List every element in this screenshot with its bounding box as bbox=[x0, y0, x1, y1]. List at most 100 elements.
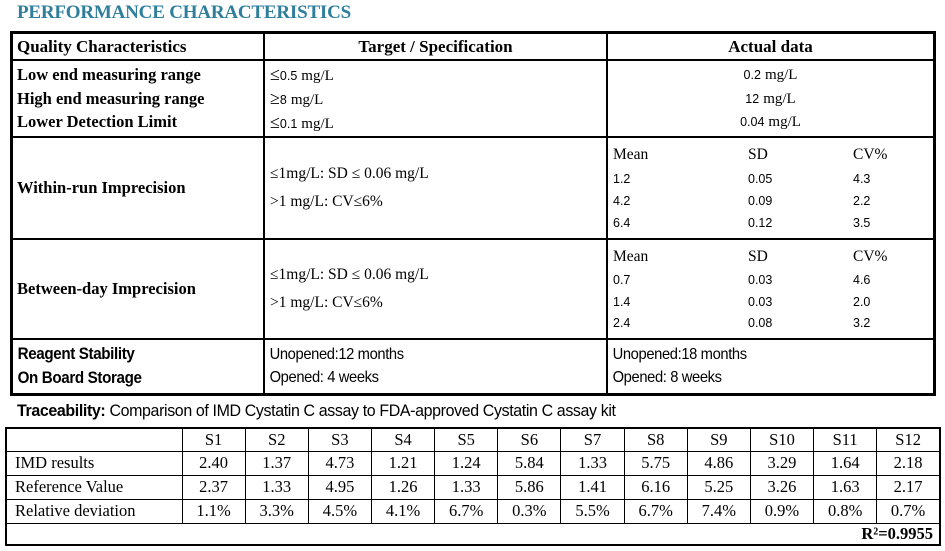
cell-value: 5.86 bbox=[497, 474, 562, 500]
cell-value: 0.8% bbox=[813, 498, 878, 524]
between-day-imprecision-section: Between-day Imprecision ≤1mg/L: SD ≤ 0.0… bbox=[13, 240, 933, 340]
stats-row: 1.4 0.03 2.0 bbox=[613, 294, 871, 309]
target-spec-line: >1 mg/L: CV≤6% bbox=[270, 193, 383, 210]
comparison-header-row: S1 S2 S3 S4 S5 S6 S7 S8 S9 S10 S11 S12 bbox=[5, 427, 941, 452]
cell-value: 1.21 bbox=[370, 450, 436, 476]
cell-value: 2.18 bbox=[876, 450, 941, 476]
within-run-stats-table: Mean SD CV% 1.2 0.05 4.3 4.2 0.09 2.2 6.… bbox=[608, 138, 933, 238]
cell-value: 1.33 bbox=[244, 474, 309, 500]
stats-row: 2.4 0.08 3.2 bbox=[613, 316, 871, 331]
between-day-target-cell: ≤1mg/L: SD ≤ 0.06 mg/L >1 mg/L: CV≤6% bbox=[265, 240, 608, 338]
cell-value: 1.24 bbox=[434, 450, 499, 476]
cell-value: 6.7% bbox=[623, 498, 688, 524]
cell-value: 6.16 bbox=[623, 474, 688, 500]
row-label: Reference Value bbox=[5, 474, 183, 500]
relative-deviation-row: Relative deviation 1.1% 3.3% 4.5% 4.1% 6… bbox=[5, 498, 941, 524]
measuring-range-labels: Low end measuring range High end measuri… bbox=[13, 61, 265, 136]
cell-value: 4.95 bbox=[307, 474, 372, 500]
row-label: Relative deviation bbox=[5, 498, 183, 524]
inequality-symbol: ≥ bbox=[270, 88, 280, 108]
cell-value: 4.1% bbox=[370, 498, 436, 524]
cell-value: 3.3% bbox=[244, 498, 309, 524]
performance-table-header-row: Quality Characteristics Target / Specifi… bbox=[13, 34, 933, 61]
target-value: ≤0.1 mg/L bbox=[270, 112, 334, 132]
row-label: Reagent Stability bbox=[17, 345, 135, 363]
measuring-range-actuals: 0.2 mg/L 12 mg/L 0.04 mg/L bbox=[608, 61, 933, 136]
sample-header: S2 bbox=[244, 427, 309, 452]
within-run-target-cell: ≤1mg/L: SD ≤ 0.06 mg/L >1 mg/L: CV≤6% bbox=[265, 138, 608, 238]
stats-header-row: Mean SD CV% bbox=[613, 146, 888, 163]
cell-value: 1.63 bbox=[813, 474, 878, 500]
actual-value: 0.2 mg/L bbox=[743, 67, 798, 84]
comparison-table: S1 S2 S3 S4 S5 S6 S7 S8 S9 S10 S11 S12 I… bbox=[5, 427, 941, 546]
page-title: PERFORMANCE CHARACTERISTICS bbox=[17, 2, 351, 23]
sample-header: S4 bbox=[370, 427, 436, 452]
cell-value: 0.9% bbox=[749, 498, 815, 524]
target-value: Opened: 4 weeks bbox=[269, 369, 379, 387]
target-value: ≥8 mg/L bbox=[270, 88, 324, 108]
cell-value: 6.7% bbox=[434, 498, 499, 524]
cell-value: 0.3% bbox=[497, 498, 562, 524]
cell-value: 4.5% bbox=[307, 498, 372, 524]
cell-value: 1.1% bbox=[181, 498, 246, 524]
performance-table: Quality Characteristics Target / Specifi… bbox=[10, 31, 936, 396]
actual-value: 12 mg/L bbox=[745, 90, 796, 107]
row-label: IMD results bbox=[5, 450, 183, 476]
imd-results-row: IMD results 2.40 1.37 4.73 1.21 1.24 5.8… bbox=[5, 450, 941, 476]
row-label: On Board Storage bbox=[17, 369, 142, 387]
traceability-label: Traceability: bbox=[17, 401, 106, 420]
sample-header: S9 bbox=[686, 427, 751, 452]
target-spec-line: ≤1mg/L: SD ≤ 0.06 mg/L bbox=[270, 165, 429, 182]
cell-value: 1.33 bbox=[560, 450, 625, 476]
sample-header: S7 bbox=[560, 427, 625, 452]
sample-header: S10 bbox=[749, 427, 815, 452]
cell-value: 2.40 bbox=[181, 450, 246, 476]
stability-targets: Unopened:12 months Opened: 4 weeks bbox=[265, 340, 608, 393]
col-header-quality-characteristics: Quality Characteristics bbox=[13, 34, 265, 59]
traceability-caption: Traceability: Comparison of IMD Cystatin… bbox=[17, 399, 616, 423]
between-day-label-cell: Between-day Imprecision bbox=[13, 240, 265, 338]
row-label: High end measuring range bbox=[17, 88, 205, 108]
stability-actuals: Unopened:18 months Opened: 8 weeks bbox=[608, 340, 933, 393]
actual-value: Opened: 8 weeks bbox=[612, 369, 722, 387]
col-header-actual-data: Actual data bbox=[728, 36, 813, 56]
cell-value: 1.37 bbox=[244, 450, 309, 476]
within-run-label-cell: Within-run Imprecision bbox=[13, 138, 265, 238]
sample-header: S6 bbox=[497, 427, 562, 452]
row-label: Between-day Imprecision bbox=[17, 279, 196, 298]
cell-value: 7.4% bbox=[686, 498, 751, 524]
r-squared-row: R²=0.9955 bbox=[5, 522, 941, 546]
within-run-imprecision-section: Within-run Imprecision ≤1mg/L: SD ≤ 0.06… bbox=[13, 138, 933, 240]
sample-header: S3 bbox=[307, 427, 372, 452]
cell-value: 4.73 bbox=[307, 450, 372, 476]
cell-value: 1.41 bbox=[560, 474, 625, 500]
cell-value: 5.84 bbox=[497, 450, 562, 476]
traceability-text: Comparison of IMD Cystatin C assay to FD… bbox=[105, 401, 616, 420]
cell-value: 3.26 bbox=[749, 474, 815, 500]
measuring-range-targets: ≤0.5 mg/L ≥8 mg/L ≤0.1 mg/L bbox=[265, 61, 608, 136]
measuring-range-section: Low end measuring range High end measuri… bbox=[13, 61, 933, 138]
cell-value: 5.25 bbox=[686, 474, 751, 500]
cell-value: 1.26 bbox=[370, 474, 436, 500]
stability-labels: Reagent Stability On Board Storage bbox=[13, 340, 265, 393]
actual-value: 0.04 mg/L bbox=[740, 113, 801, 130]
target-spec-line: ≤1mg/L: SD ≤ 0.06 mg/L bbox=[270, 266, 429, 283]
stats-row: 6.4 0.12 3.5 bbox=[613, 216, 871, 230]
cell-value: 1.33 bbox=[434, 474, 499, 500]
stats-row: 4.2 0.09 2.2 bbox=[613, 194, 871, 208]
inequality-symbol: ≤ bbox=[270, 112, 280, 132]
actual-value: Unopened:18 months bbox=[612, 345, 748, 363]
cell-value: 2.17 bbox=[876, 474, 941, 500]
corner-cell bbox=[5, 427, 183, 452]
cell-value: 0.7% bbox=[876, 498, 941, 524]
stats-row: 1.2 0.05 4.3 bbox=[613, 172, 871, 186]
cell-value: 4.86 bbox=[686, 450, 751, 476]
sample-header: S1 bbox=[181, 427, 246, 452]
r-squared-value: R²=0.9955 bbox=[5, 522, 941, 546]
sample-header: S5 bbox=[434, 427, 499, 452]
target-spec-line: >1 mg/L: CV≤6% bbox=[270, 294, 383, 311]
row-label: Lower Detection Limit bbox=[17, 112, 178, 132]
cell-value: 2.37 bbox=[181, 474, 246, 500]
cell-value: 1.64 bbox=[813, 450, 878, 476]
